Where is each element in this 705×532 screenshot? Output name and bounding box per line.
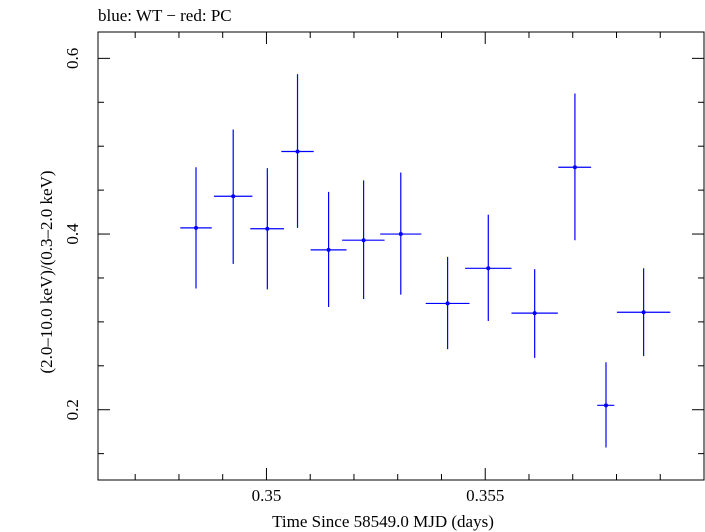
point-marker [486,266,491,271]
data-point [213,129,253,264]
point-marker [398,232,403,237]
point-marker [361,238,366,243]
y-tick-label: 0.6 [63,48,82,69]
data-point [616,268,671,357]
axis-ticks [98,32,704,480]
x-tick-label: 0.355 [466,486,504,505]
data-series [180,74,671,448]
point-marker [641,310,646,315]
point-marker [603,403,608,408]
point-marker [295,149,300,154]
point-marker [532,311,537,316]
point-marker [231,194,236,199]
data-point [511,269,558,358]
x-tick-label: 0.35 [252,486,282,505]
data-point [465,214,512,322]
y-axis-label: (2.0–10.0 keV)/(0.3–2.0 keV) [37,170,56,373]
point-marker [326,247,331,252]
data-point [180,167,212,289]
data-point [380,172,422,295]
x-axis-label: Time Since 58549.0 MJD (days) [272,512,494,531]
data-point [342,180,385,300]
y-tick-label: 0.2 [63,399,82,420]
data-point [250,168,284,290]
tick-labels: 0.35 0.355 0.2 0.4 0.6 [63,48,504,505]
series-wt [180,74,671,448]
data-point [558,93,592,241]
data-point [597,362,615,448]
data-point [310,191,347,307]
point-marker [265,226,270,231]
axes-frame [97,31,705,481]
plot-frame [97,31,705,481]
data-point [281,74,314,228]
data-point [425,256,470,350]
y-tick-label: 0.4 [63,223,82,245]
point-marker [194,225,199,230]
point-marker [572,165,577,170]
point-marker [445,301,450,306]
chart-title: blue: WT − red: PC [98,6,232,25]
